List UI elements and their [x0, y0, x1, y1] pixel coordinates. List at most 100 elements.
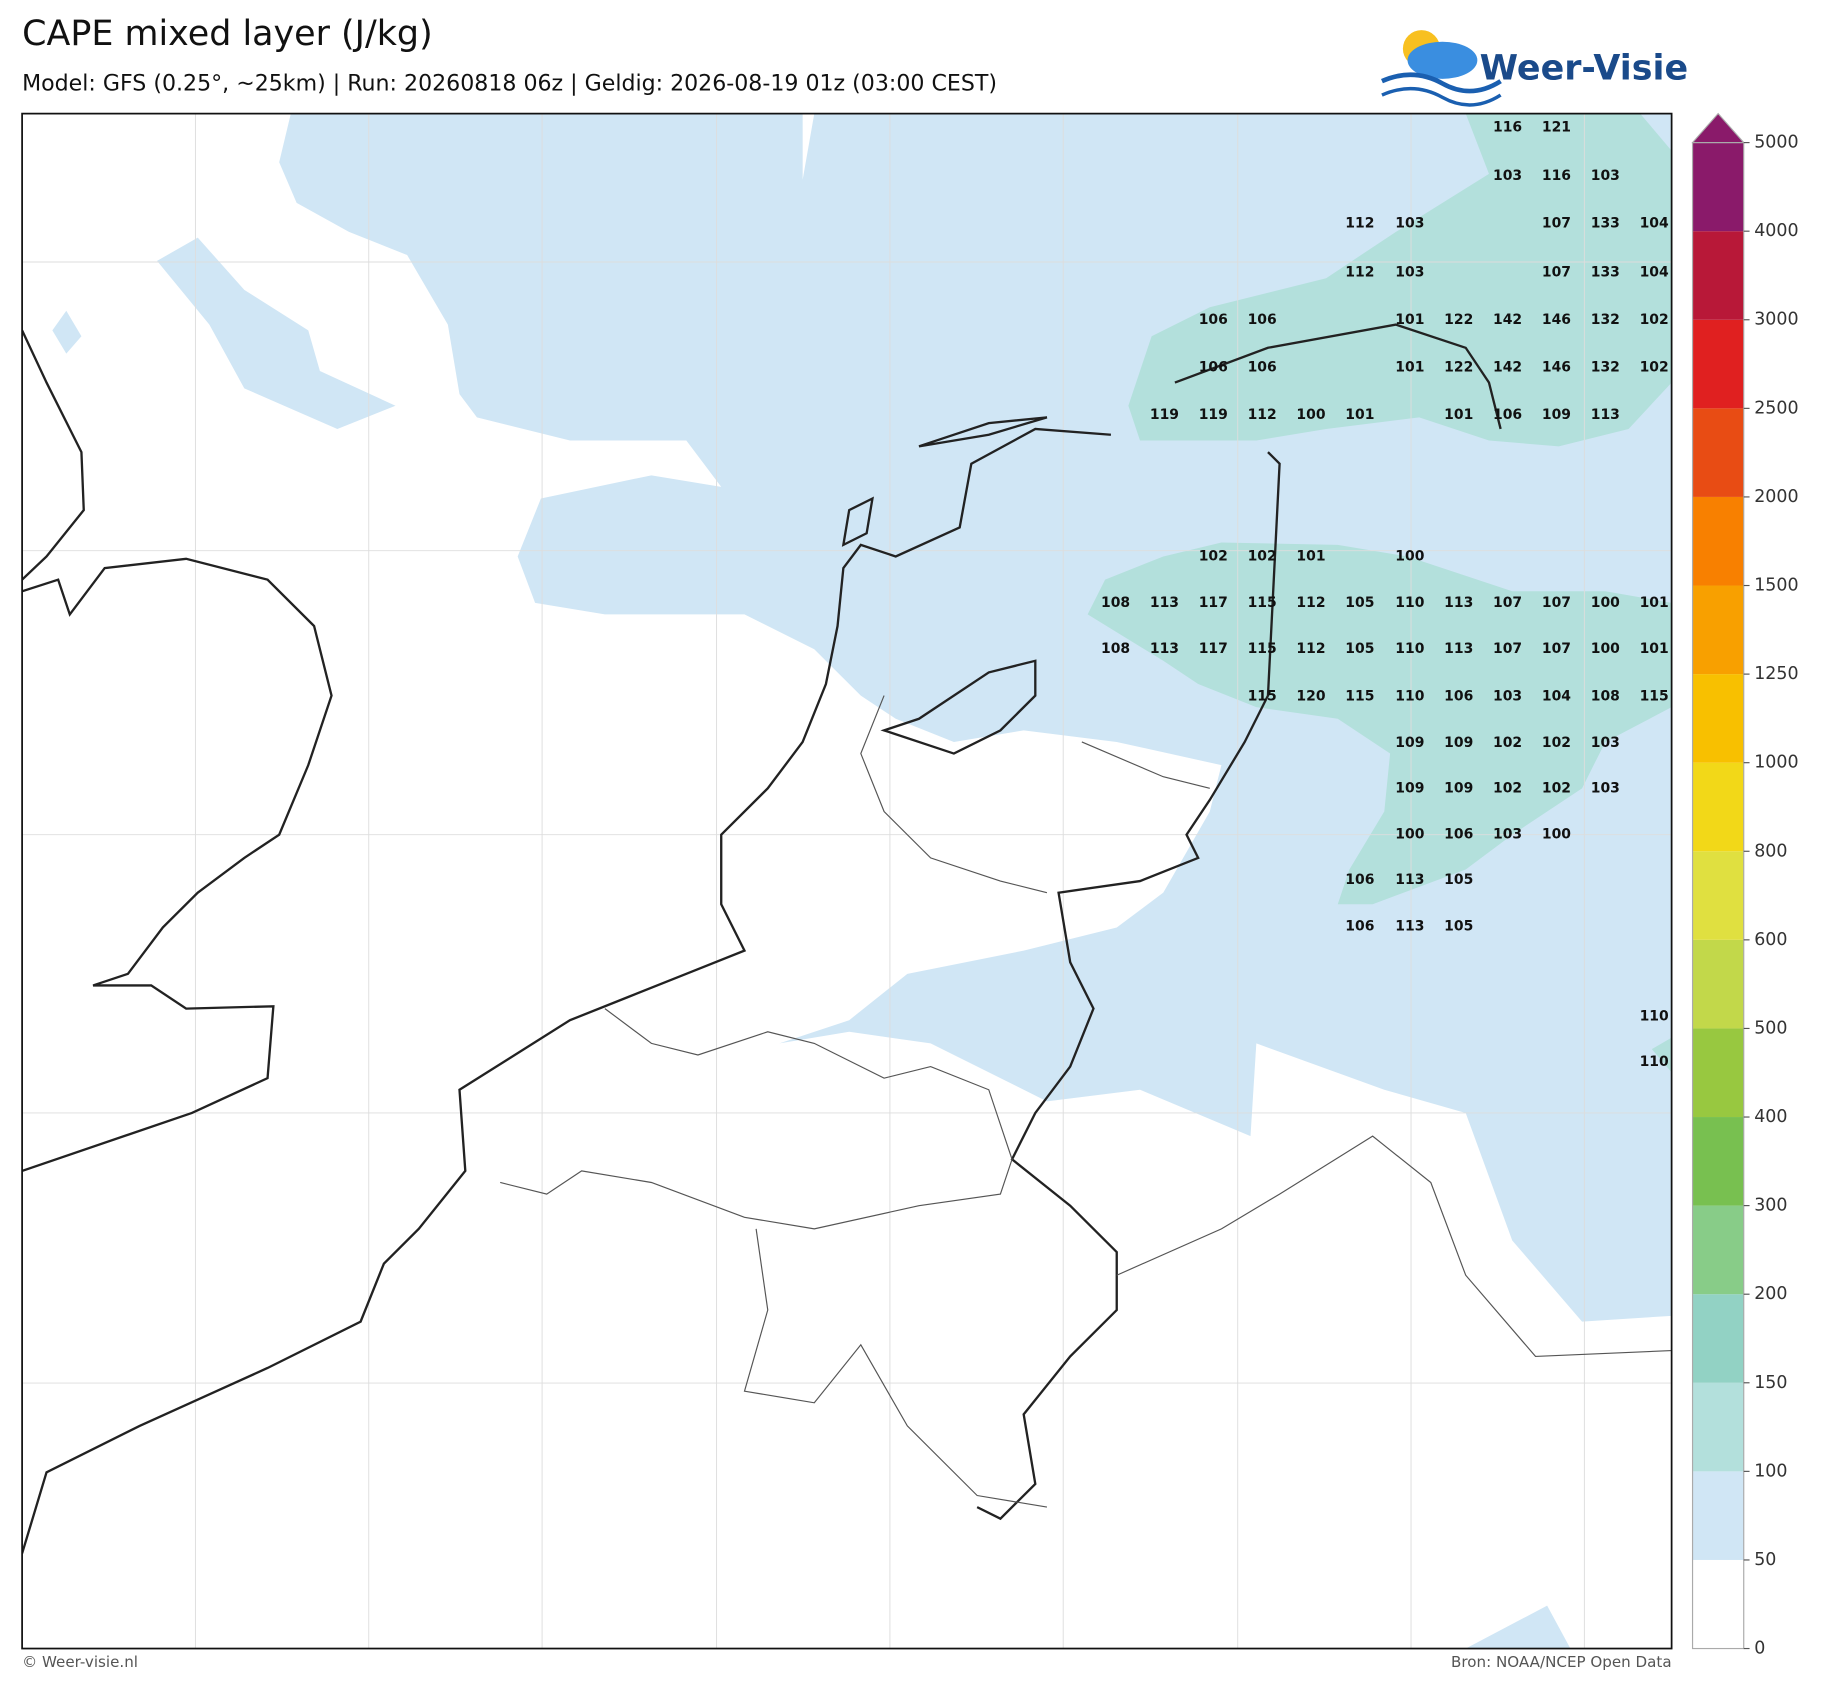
colorbar-band — [1692, 851, 1744, 940]
cape-label: 102 — [1493, 735, 1522, 751]
cape-label: 106 — [1199, 312, 1228, 328]
cape-label: 112 — [1248, 407, 1277, 423]
cape-label: 100 — [1542, 827, 1571, 843]
cape-label: 133 — [1591, 264, 1620, 280]
cape-label: 121 — [1542, 120, 1571, 136]
cape-label: 103 — [1591, 735, 1620, 751]
colorbar-tick-label: 0 — [1754, 1639, 1765, 1659]
cape-label: 101 — [1640, 641, 1669, 657]
cape-label: 101 — [1640, 595, 1669, 611]
cape-label: 107 — [1542, 595, 1571, 611]
cape-label: 101 — [1395, 312, 1424, 328]
cape-label: 100 — [1296, 407, 1325, 423]
cape-label: 100 — [1395, 548, 1424, 564]
cape-label: 115 — [1248, 595, 1277, 611]
cape-label: 142 — [1493, 312, 1522, 328]
cape-label: 103 — [1395, 264, 1424, 280]
colorbar-band — [1692, 1471, 1744, 1560]
colorbar-tick-label: 150 — [1754, 1373, 1787, 1393]
cape-label: 105 — [1345, 641, 1374, 657]
colorbar-band — [1692, 1382, 1744, 1472]
cape-label: 101 — [1444, 407, 1473, 423]
cape-label: 113 — [1150, 595, 1179, 611]
cape-label: 106 — [1199, 360, 1228, 376]
cape-label: 102 — [1493, 780, 1522, 796]
logo-text: Weer-Visie — [1480, 49, 1688, 89]
colorbar-band — [1692, 1559, 1744, 1649]
footer-left: © Weer-visie.nl — [22, 1653, 138, 1671]
cape-label: 113 — [1444, 595, 1473, 611]
colorbar-tick-label: 3000 — [1754, 310, 1798, 330]
colorbar-arrow — [1691, 112, 1746, 144]
cape-label: 115 — [1640, 689, 1669, 705]
cape-label: 113 — [1444, 641, 1473, 657]
colorbar-tick-label: 800 — [1754, 841, 1787, 861]
colorbar-tick-label: 1250 — [1754, 664, 1798, 684]
cape-label: 109 — [1444, 780, 1473, 796]
cape-label: 116 — [1493, 120, 1522, 136]
cape-label: 109 — [1395, 735, 1424, 751]
cape-label: 112 — [1296, 595, 1325, 611]
colorbar-tick-label: 4000 — [1754, 221, 1798, 241]
title: CAPE mixed layer (J/kg) — [22, 14, 433, 54]
cape-label: 106 — [1444, 689, 1473, 705]
cape-label: 115 — [1345, 689, 1374, 705]
cape-label: 109 — [1542, 407, 1571, 423]
colorbar-tick-label: 400 — [1754, 1107, 1787, 1127]
colorbar-tick-label: 5000 — [1754, 133, 1798, 153]
cape-label: 103 — [1591, 780, 1620, 796]
colorbar-tick-label: 300 — [1754, 1196, 1787, 1216]
cape-label: 120 — [1296, 689, 1325, 705]
colorbar-band — [1692, 142, 1744, 232]
cape-label: 146 — [1542, 312, 1571, 328]
cape-label: 110 — [1640, 1054, 1669, 1070]
cape-label: 106 — [1248, 360, 1277, 376]
cape-label: 109 — [1395, 780, 1424, 796]
cape-label: 103 — [1493, 168, 1522, 184]
cape-label: 106 — [1345, 918, 1374, 934]
colorbar: 0 50 100 150 200 300 400 500 600 800 1000 1250 1500 2… — [1691, 112, 1799, 1659]
colorbar-tick-label: 1500 — [1754, 576, 1798, 596]
colorbar-tick-label: 50 — [1754, 1550, 1776, 1570]
cape-label: 106 — [1444, 827, 1473, 843]
colorbar-band — [1692, 1028, 1744, 1118]
cape-label: 113 — [1591, 407, 1620, 423]
colorbar-band — [1692, 1205, 1744, 1295]
subtitle: Model: GFS (0.25°, ~25km) | Run: 2026081… — [22, 72, 997, 97]
colorbar-tick-label: 500 — [1754, 1018, 1787, 1038]
cape-label: 146 — [1542, 360, 1571, 376]
cape-label: 110 — [1640, 1009, 1669, 1025]
colorbar-band — [1692, 939, 1744, 1029]
cape-label: 101 — [1296, 548, 1325, 564]
colorbar-tick-label: 200 — [1754, 1284, 1787, 1304]
cape-label: 107 — [1542, 264, 1571, 280]
cape-label: 106 — [1248, 312, 1277, 328]
cape-label: 107 — [1542, 641, 1571, 657]
cape-label: 100 — [1591, 595, 1620, 611]
colorbar-band — [1692, 585, 1744, 675]
cape-label: 103 — [1493, 689, 1522, 705]
cape-label: 102 — [1640, 312, 1669, 328]
map-frame — [21, 112, 1673, 1650]
colorbar-band — [1692, 408, 1744, 497]
colorbar-band — [1692, 1117, 1744, 1206]
colorbar-band — [1692, 231, 1744, 320]
cape-label: 100 — [1395, 827, 1424, 843]
cape-label: 103 — [1395, 216, 1424, 232]
cape-label: 105 — [1345, 595, 1374, 611]
cape-label: 102 — [1248, 548, 1277, 564]
cape-label: 132 — [1591, 312, 1620, 328]
cape-label: 117 — [1199, 641, 1228, 657]
cape-label: 102 — [1199, 548, 1228, 564]
cape-label: 110 — [1395, 641, 1424, 657]
cape-label: 104 — [1542, 689, 1571, 705]
colorbar-tick-label: 100 — [1754, 1461, 1787, 1481]
cape-label: 103 — [1591, 168, 1620, 184]
cape-label: 106 — [1345, 872, 1374, 888]
cape-label: 115 — [1248, 641, 1277, 657]
colorbar-outline — [1691, 142, 1745, 1650]
cape-label: 101 — [1345, 407, 1374, 423]
cape-label: 113 — [1150, 641, 1179, 657]
